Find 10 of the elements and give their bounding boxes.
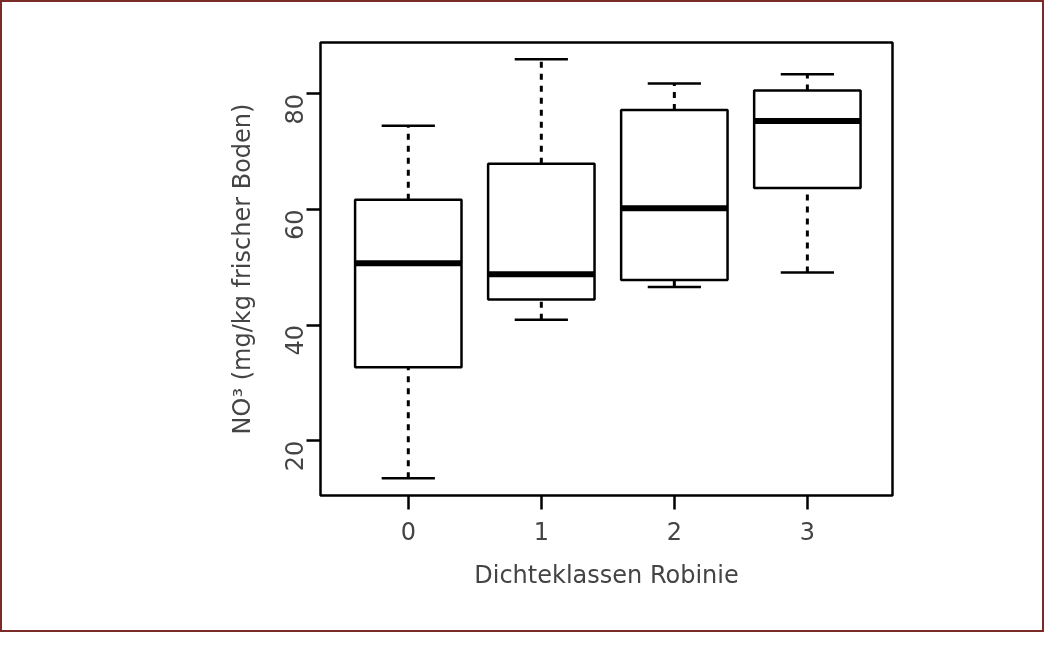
y-tick-label: 20 [281,440,310,472]
y-axis-title: NO³ (mg/kg frischer Boden) [227,103,256,435]
x-tick-label: 3 [799,517,816,546]
x-axis-title: Dichteklassen Robinie [474,560,739,589]
x-tick-label: 0 [400,517,416,546]
y-tick-label: 60 [281,209,310,241]
x-tick-label: 2 [666,517,682,546]
y-tick-label: 40 [281,325,310,356]
x-tick-label: 1 [533,517,549,546]
y-tick-label: 80 [281,93,310,125]
